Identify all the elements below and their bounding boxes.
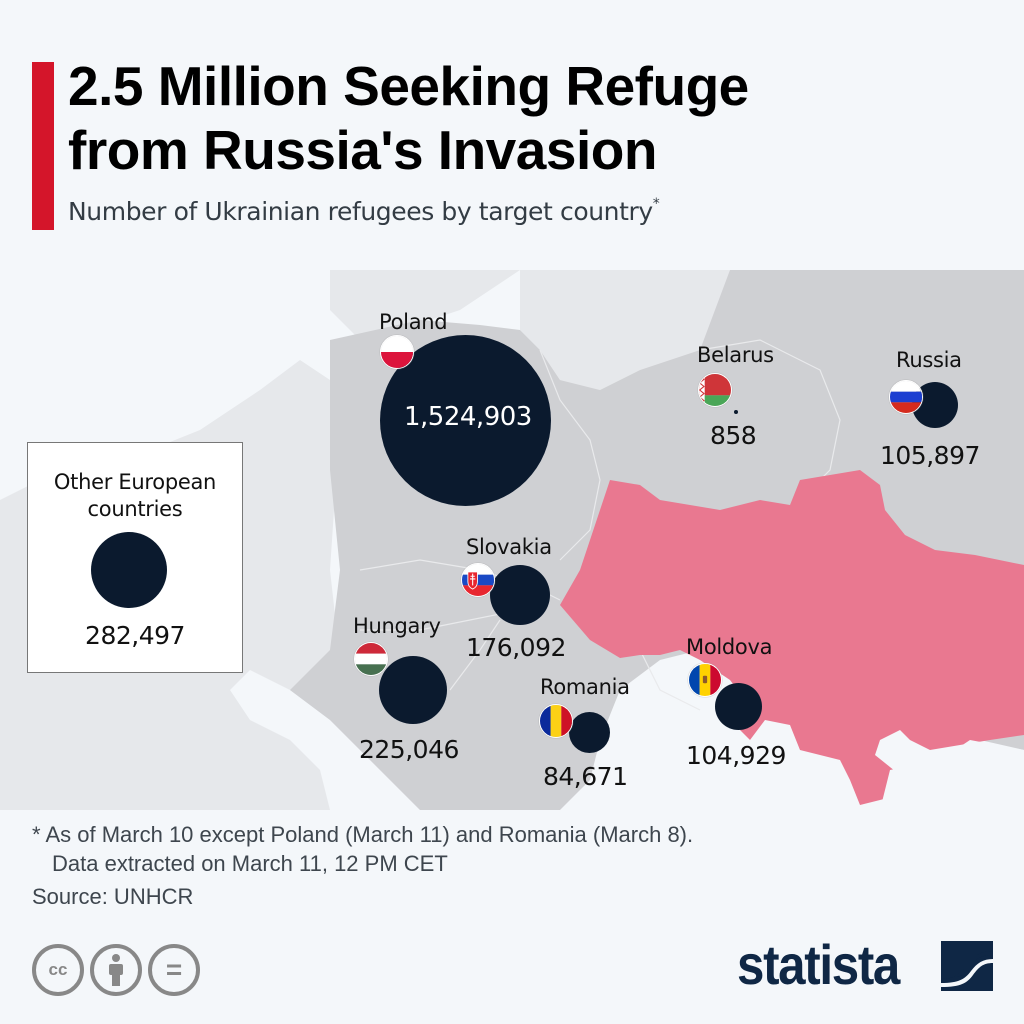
footnote: * As of March 10 except Poland (March 11… (32, 820, 693, 878)
title-accent-bar (32, 62, 54, 230)
poland-flag-icon (380, 335, 414, 369)
hungary-flag-icon (354, 642, 388, 676)
value-russia: 105,897 (880, 441, 980, 470)
value-moldova: 104,929 (686, 741, 786, 770)
value-romania: 84,671 (543, 762, 628, 791)
subtitle-text: Number of Ukrainian refugees by target c… (68, 197, 653, 226)
value-slovakia: 176,092 (466, 633, 566, 662)
country-label-slovakia: Slovakia (466, 535, 552, 559)
footnote-line-2: Data extracted on March 11, 12 PM CET (52, 851, 448, 876)
value-poland: 1,524,903 (404, 402, 532, 432)
footnote-line-1: * As of March 10 except Poland (March 11… (32, 822, 694, 847)
bubble-belarus[interactable] (734, 410, 738, 414)
page-title: 2.5 Million Seeking Refuge from Russia's… (68, 54, 749, 182)
other-label-line-1: Other European (53, 470, 217, 494)
bubble-romania[interactable] (569, 712, 610, 753)
brand-wordmark: statista (737, 933, 900, 996)
value-hungary: 225,046 (359, 735, 459, 764)
value-belarus: 858 (710, 421, 757, 450)
cc-icon-text: cc (48, 960, 68, 979)
statista-mark-icon (941, 941, 993, 991)
title-line-1: 2.5 Million Seeking Refuge (68, 55, 749, 117)
belarus-flag-icon (698, 373, 732, 407)
moldova-flag-icon (688, 663, 722, 697)
country-label-moldova: Moldova (686, 635, 773, 659)
value-other-countries: 282,497 (85, 621, 185, 650)
license-icons: cc = (32, 944, 200, 996)
slovakia-flag-icon (461, 563, 495, 597)
russia-flag-icon (889, 380, 923, 414)
bubble-other-countries[interactable] (91, 532, 167, 608)
black-sea (740, 740, 1024, 810)
other-label-line-2: countries (87, 497, 183, 521)
nd-icon-text: = (165, 954, 183, 985)
title-line-2: from Russia's Invasion (68, 119, 657, 181)
country-label-russia: Russia (896, 348, 962, 372)
bubble-moldova[interactable] (715, 683, 762, 730)
country-label-romania: Romania (540, 675, 630, 699)
far-land (0, 270, 730, 810)
source-text: Source: UNHCR (32, 884, 194, 909)
bubble-hungary[interactable] (379, 656, 447, 724)
cc-icon[interactable]: cc (32, 944, 84, 996)
country-label-poland: Poland (379, 310, 448, 334)
ukraine-region (560, 470, 1024, 805)
person-glyph (109, 954, 123, 986)
attribution-icon[interactable] (90, 944, 142, 996)
country-label-belarus: Belarus (697, 343, 774, 367)
country-label-hungary: Hungary (353, 614, 441, 638)
footnote-marker: * (652, 196, 660, 212)
bubble-slovakia[interactable] (490, 565, 550, 625)
statista-logo[interactable]: statista (737, 933, 993, 996)
no-derivatives-icon[interactable]: = (148, 944, 200, 996)
other-countries-label: Other European countries (28, 469, 242, 523)
subtitle: Number of Ukrainian refugees by target c… (68, 196, 660, 226)
other-countries-inset: Other European countries 282,497 (27, 442, 243, 673)
romania-flag-icon (539, 704, 573, 738)
